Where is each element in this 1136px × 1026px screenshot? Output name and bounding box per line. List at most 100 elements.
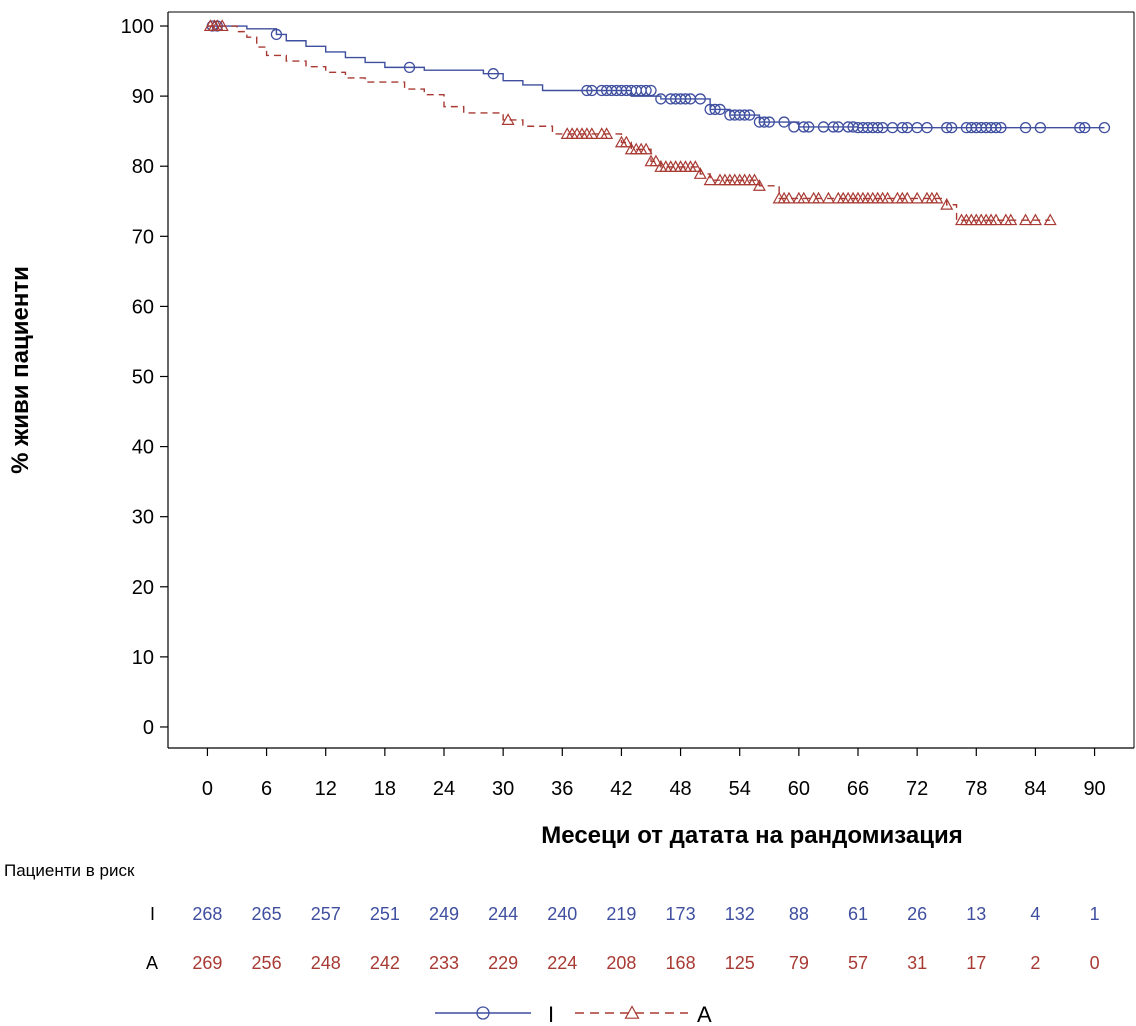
y-tick-label: 80: [132, 156, 154, 178]
censor-marker-a: [881, 191, 895, 204]
censor-marker-a: [585, 127, 599, 139]
censor-marker-a: [900, 191, 914, 204]
censor-marker-a: [501, 113, 515, 125]
legend-entry-a: A: [575, 1002, 712, 1026]
censor-marker-a: [649, 154, 663, 167]
censor-marker-i: [743, 109, 756, 121]
at-risk-value-a: 79: [789, 953, 809, 973]
series-a: [203, 19, 1057, 226]
at-risk-value-i: 257: [311, 904, 341, 924]
censor-marker-i: [1019, 122, 1032, 134]
y-tick-label: 90: [132, 86, 154, 108]
censor-marker-i: [778, 116, 790, 128]
censor-marker-i: [990, 122, 1002, 134]
censor-marker-i: [788, 121, 800, 133]
x-tick-label: 78: [965, 778, 987, 800]
at-risk-value-i: 13: [966, 904, 986, 924]
censor-marker-a: [1004, 213, 1018, 226]
censor-marker-i: [763, 116, 775, 128]
at-risk-value-i: 88: [789, 904, 809, 924]
x-tick-label: 48: [669, 778, 691, 800]
x-tick-label: 84: [1024, 778, 1046, 800]
censor-marker-i: [872, 122, 884, 134]
censor-marker-i: [679, 93, 692, 105]
y-tick-label: 50: [132, 366, 154, 388]
censor-marker-i: [738, 109, 751, 121]
at-risk-value-a: 2: [1030, 953, 1040, 973]
at-risk-value-i: 4: [1030, 904, 1040, 924]
at-risk-value-i: 249: [429, 904, 459, 924]
at-risk-value-i: 240: [547, 904, 577, 924]
censor-marker-a: [1043, 213, 1057, 226]
censor-marker-a: [619, 135, 633, 148]
y-axis-ticks: 0 10 20 30 40 50 60 70 80 90 100: [121, 16, 168, 739]
at-risk-value-a: 256: [252, 953, 282, 973]
censor-marker-i: [694, 93, 706, 105]
censor-marker-a: [703, 173, 717, 186]
x-tick-label: 60: [788, 778, 810, 800]
at-risk-value-i: 132: [725, 904, 755, 924]
censor-marker-i: [758, 116, 771, 128]
censor-marker-i: [921, 122, 933, 134]
censor-marker-a: [797, 191, 811, 204]
censor-marker-a: [688, 160, 702, 172]
at-risk-value-a: 269: [192, 953, 222, 973]
legend-label-i: I: [548, 1002, 554, 1026]
at-risk-value-i: 251: [370, 904, 400, 924]
at-risk-value-a: 229: [488, 953, 518, 973]
censor-marker-i: [941, 122, 953, 134]
at-risk-value-i: 219: [606, 904, 636, 924]
censor-marker-a: [940, 198, 954, 210]
at-risk-value-a: 224: [547, 953, 577, 973]
y-tick-label: 60: [132, 296, 154, 318]
censor-marker-a: [215, 19, 229, 32]
at-risk-value-a: 233: [429, 953, 459, 973]
y-tick-label: 20: [132, 577, 154, 599]
censor-marker-a: [989, 213, 1003, 226]
y-tick-label: 30: [132, 507, 154, 529]
x-tick-label: 18: [374, 778, 396, 800]
at-risk-title: Пациенти в риск: [4, 861, 135, 880]
y-tick-label: 40: [132, 437, 154, 459]
legend-marker-i: [476, 1006, 490, 1020]
censor-marker-a: [930, 191, 944, 204]
x-tick-label: 72: [906, 778, 928, 800]
at-risk-value-a: 17: [966, 953, 986, 973]
censor-marker-a: [910, 191, 924, 204]
censor-marker-i: [645, 84, 657, 97]
censor-marker-i: [803, 121, 815, 133]
legend-entry-i: I: [435, 1002, 554, 1026]
at-risk-value-a: 0: [1090, 953, 1100, 973]
y-tick-label: 10: [132, 647, 154, 669]
y-tick-label: 100: [121, 16, 154, 38]
censor-marker-a: [600, 127, 614, 139]
at-risk-value-a: 57: [848, 953, 868, 973]
x-tick-label: 0: [202, 778, 213, 800]
legend-label-a: A: [697, 1002, 712, 1026]
at-risk-value-i: 244: [488, 904, 518, 924]
x-tick-label: 12: [315, 778, 337, 800]
censor-marker-a: [639, 142, 653, 155]
censor-marker-i: [487, 68, 499, 80]
censor-marker-i: [1034, 122, 1047, 134]
censor-marker-a: [1019, 213, 1033, 226]
censor-marker-i: [896, 122, 909, 134]
at-risk-value-a: 248: [311, 953, 341, 973]
censor-marker-i: [1079, 122, 1091, 134]
censor-marker-a: [747, 173, 762, 186]
censor-marker-i: [1098, 122, 1111, 134]
censor-marker-i: [403, 61, 416, 74]
at-risk-numbers: 268 265 257 251 249 244 240 219 173 132 88 61 26 13 4 1…: [192, 904, 1099, 973]
censor-marker-a: [821, 191, 835, 204]
censor-marker-a: [812, 191, 826, 204]
at-risk-value-i: 173: [666, 904, 696, 924]
at-risk-value-a: 208: [606, 953, 636, 973]
censor-marker-i: [270, 28, 283, 41]
plot-frame: [167, 11, 1135, 749]
x-tick-label: 30: [492, 778, 514, 800]
at-risk-value-a: 242: [370, 953, 400, 973]
legend-marker-a: [624, 1005, 640, 1019]
censor-marker-a: [1028, 213, 1042, 226]
